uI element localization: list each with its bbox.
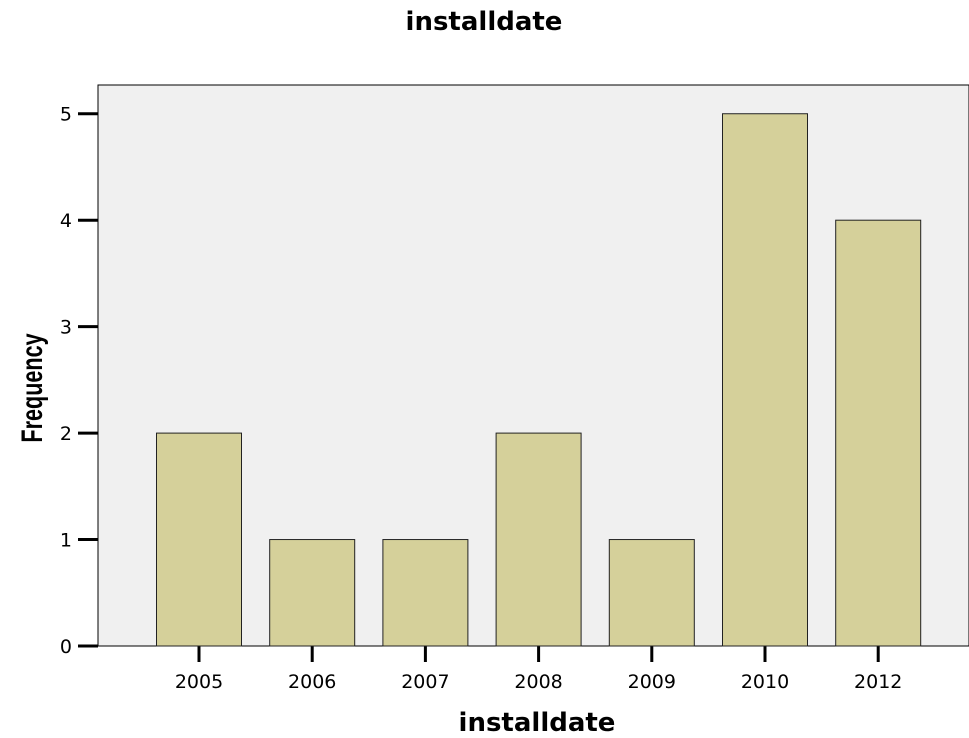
bars-group [156,113,922,647]
x-tick-label: 2012 [854,671,902,693]
x-axis-label: installdate [459,708,616,738]
y-tick-label: 3 [60,317,72,339]
y-tick-label: 2 [60,423,72,445]
x-tick-label: 2009 [628,671,676,693]
x-tick-label: 2010 [741,671,789,693]
bar-2005 [156,432,242,647]
bar-2012 [835,219,922,647]
chart-title: installdate [406,7,563,37]
y-axis-label: Frequency [14,333,48,443]
x-tick-label: 2006 [288,671,336,693]
y-tick-label: 1 [60,530,72,552]
x-tick-label: 2007 [401,671,449,693]
y-tick-label: 0 [60,636,72,658]
y-tick-label: 4 [60,210,72,232]
y-tick-label: 5 [60,104,72,126]
x-axis: 2005 2006 2007 2008 2009 2010 2012 [98,645,969,693]
x-tick-label: 2005 [175,671,223,693]
bar-2008 [495,432,582,647]
bar-2009 [608,539,695,647]
y-axis: 0 1 2 3 4 5 [60,85,99,658]
bar-2010 [722,113,808,647]
bar-2007 [382,539,469,647]
x-tick-label: 2008 [514,671,562,693]
bar-2006 [269,539,356,647]
